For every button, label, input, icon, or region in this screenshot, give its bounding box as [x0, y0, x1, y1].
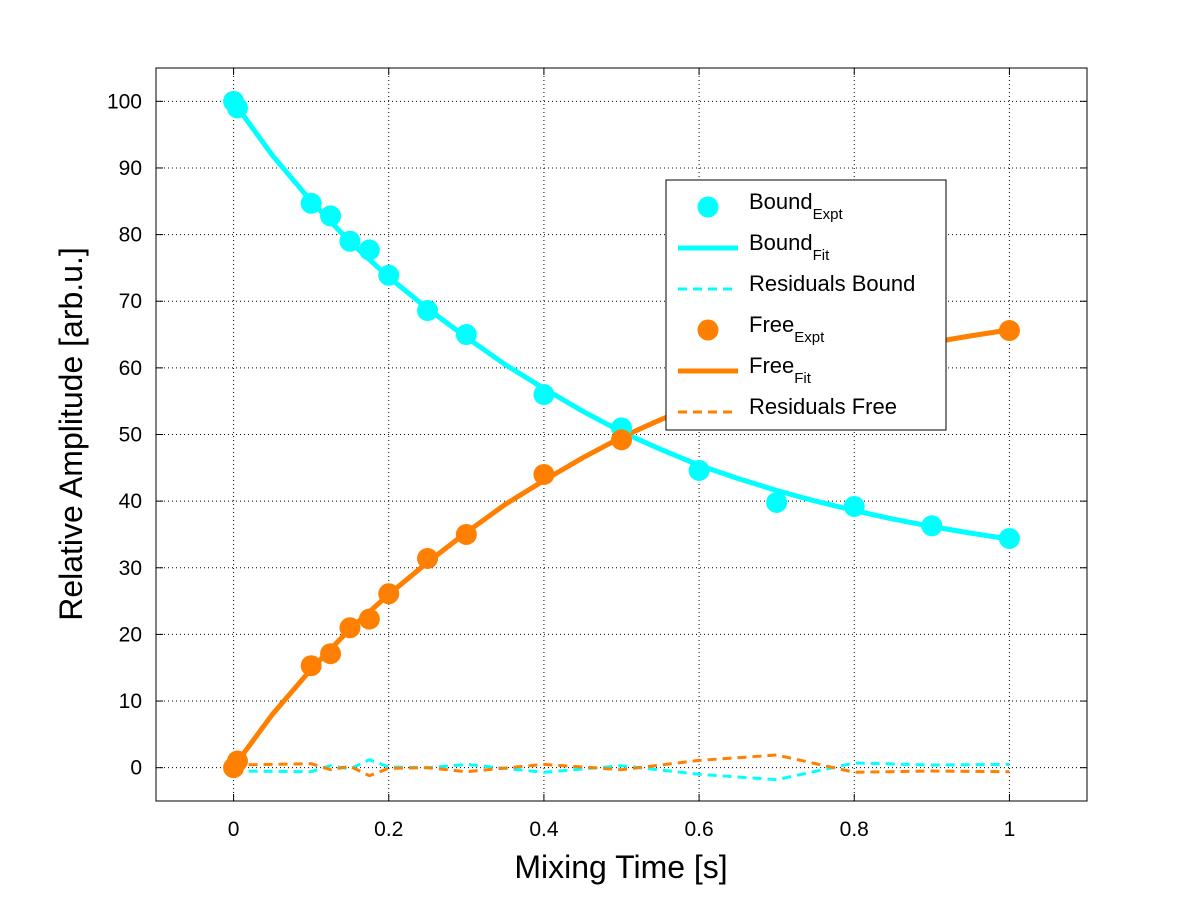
- residual-line: [233, 753, 1010, 778]
- y-tick-label: 50: [119, 424, 142, 447]
- data-point: [339, 230, 361, 252]
- data-point: [358, 239, 380, 261]
- y-tick-label: 30: [119, 557, 142, 580]
- y-axis-title: Relative Amplitude [arb.u.]: [53, 247, 89, 621]
- data-point: [533, 384, 555, 406]
- x-tick-label: 0: [228, 818, 240, 841]
- data-point: [339, 617, 361, 639]
- legend: BoundExpt BoundFit Residuals Bound FreeExpt…: [665, 179, 947, 431]
- legend-label: Residuals Free: [749, 394, 897, 419]
- x-tick-label: 0.4: [529, 818, 559, 841]
- data-point: [611, 429, 632, 451]
- legend-box: [665, 179, 947, 431]
- data-point: [320, 205, 342, 227]
- legend-marker: [697, 319, 719, 341]
- y-tick-label: 90: [119, 157, 142, 180]
- data-point: [378, 264, 400, 286]
- y-tick-label: 70: [119, 290, 142, 313]
- y-tick-label: 20: [119, 623, 142, 646]
- x-axis-title: Mixing Time [s]: [514, 849, 727, 885]
- data-point: [417, 547, 439, 569]
- data-point: [300, 192, 322, 214]
- x-tick-label: 0.6: [684, 818, 713, 841]
- data-point: [358, 608, 380, 630]
- y-tick-label: 10: [119, 690, 142, 713]
- x-tick-label: 1: [1004, 818, 1016, 841]
- data-point: [766, 491, 788, 513]
- x-tick-label: 0.2: [374, 818, 403, 841]
- data-point: [921, 515, 943, 537]
- y-tick-label: 40: [119, 490, 142, 513]
- data-point: [226, 750, 248, 772]
- legend-label: BoundExpt: [749, 189, 843, 223]
- data-point: [320, 643, 342, 665]
- data-point: [998, 527, 1020, 549]
- legend-label: Residuals Bound: [749, 271, 915, 296]
- legend-label: BoundFit: [749, 230, 830, 264]
- y-tick-label: 100: [107, 90, 142, 113]
- y-tick-label: 60: [119, 357, 142, 380]
- data-point: [378, 583, 400, 605]
- data-point: [688, 459, 710, 481]
- legend-label: FreeExpt: [749, 312, 825, 346]
- data-point: [843, 495, 865, 517]
- data-point: [226, 97, 248, 119]
- data-point: [455, 523, 477, 545]
- y-tick-label: 0: [130, 757, 142, 780]
- y-tick-label: 80: [119, 224, 142, 247]
- legend-label: FreeFit: [749, 353, 812, 387]
- legend-marker: [697, 196, 719, 218]
- data-point: [998, 320, 1020, 342]
- data-point: [300, 655, 322, 677]
- residual-line: [233, 758, 1010, 782]
- data-point: [417, 300, 439, 322]
- x-tick-label: 0.8: [840, 818, 869, 841]
- data-point: [455, 324, 477, 346]
- data-point: [533, 463, 555, 485]
